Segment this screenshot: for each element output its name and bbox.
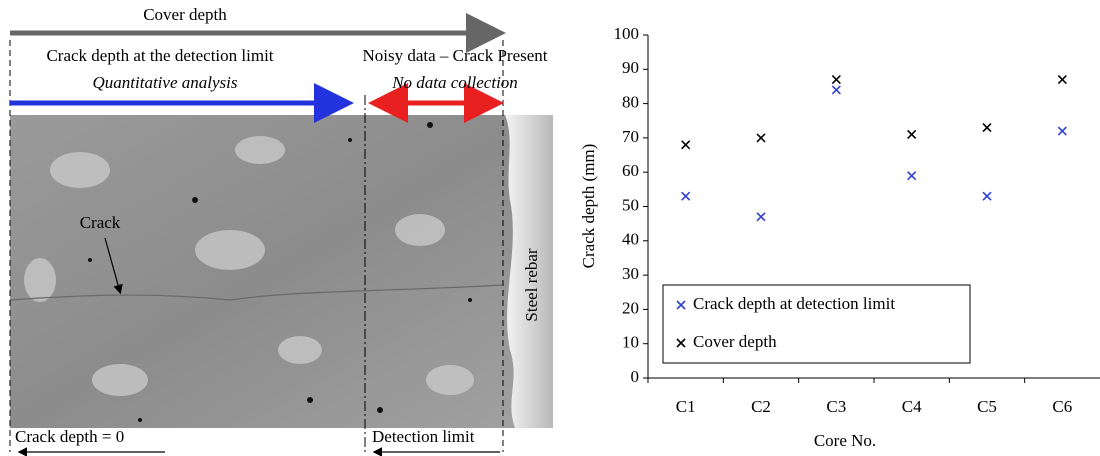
- annotation: Crack depth = 0: [15, 427, 124, 446]
- point: [982, 123, 992, 133]
- marker-stroke: [831, 85, 841, 95]
- point: [1057, 126, 1067, 136]
- x-tick-label: C4: [902, 397, 922, 416]
- rebar: [505, 115, 553, 428]
- y-tick-label: 20: [622, 298, 639, 317]
- chart: Crack depth (mm) Core No. 0 10 20 30 40 50 60 7…: [579, 24, 1100, 450]
- legend-label: Cover depth: [693, 332, 777, 351]
- arrow: [104, 237, 123, 295]
- legend-marker: [676, 338, 686, 348]
- marker-stroke: [681, 191, 691, 201]
- marker-stroke: [982, 123, 992, 133]
- point: [982, 191, 992, 201]
- y-tick-label: 10: [622, 333, 639, 352]
- x-axis-label: Core No.: [814, 431, 876, 450]
- voids: [88, 122, 472, 422]
- point: [756, 133, 766, 143]
- x-tick-label: C6: [1052, 397, 1072, 416]
- y-tick-label: 70: [622, 127, 639, 146]
- marker-stroke: [676, 300, 686, 310]
- marker-stroke: [1057, 126, 1067, 136]
- x-tick-label: C3: [826, 397, 846, 416]
- aggregate-spots: [24, 136, 474, 396]
- point: [681, 140, 691, 150]
- point: [907, 171, 917, 181]
- scan-panel: Steel rebar Cover depth Crack depth at t…: [9, 5, 553, 456]
- y-tick-label: 80: [622, 93, 639, 112]
- annotation: Crack depth at the detection limit: [46, 46, 273, 65]
- point: [1057, 75, 1067, 85]
- y-tick-label: 40: [622, 230, 639, 249]
- marker-stroke: [676, 338, 686, 348]
- y-tick-label: 0: [631, 367, 640, 386]
- annotation: Crack: [80, 213, 121, 232]
- annotation: Detection limit: [372, 427, 475, 446]
- marker-stroke: [907, 171, 917, 181]
- legend-marker: [676, 300, 686, 310]
- annotation: No data collection: [391, 73, 518, 92]
- y-tick-label: 30: [622, 264, 639, 283]
- point: [681, 191, 691, 201]
- point: [831, 75, 841, 85]
- point: [756, 212, 766, 222]
- x-tick-label: C1: [676, 397, 696, 416]
- x-tick-label: C5: [977, 397, 997, 416]
- marker-stroke: [756, 133, 766, 143]
- y-tick-label: 60: [622, 161, 639, 180]
- x-tick-label: C2: [751, 397, 771, 416]
- y-axis-label: Crack depth (mm): [579, 144, 598, 269]
- point: [831, 85, 841, 95]
- marker-stroke: [982, 191, 992, 201]
- annotation: Cover depth: [143, 5, 227, 24]
- y-tick-label: 50: [622, 195, 639, 214]
- marker-stroke: [756, 212, 766, 222]
- legend-label: Crack depth at detection limit: [693, 294, 895, 313]
- legend-box: [662, 284, 971, 364]
- point: [907, 129, 917, 140]
- annotation: Quantitative analysis: [93, 73, 238, 92]
- marker-stroke: [907, 129, 917, 140]
- marker-stroke: [1057, 75, 1067, 85]
- y-tick-label: 100: [614, 24, 640, 43]
- marker-stroke: [831, 75, 841, 85]
- y-tick-label: 90: [622, 58, 639, 77]
- annotation: Noisy data – Crack Present: [362, 46, 547, 65]
- rebar-label: Steel rebar: [522, 248, 541, 321]
- marker-stroke: [681, 140, 691, 150]
- crack-line: [9, 284, 504, 301]
